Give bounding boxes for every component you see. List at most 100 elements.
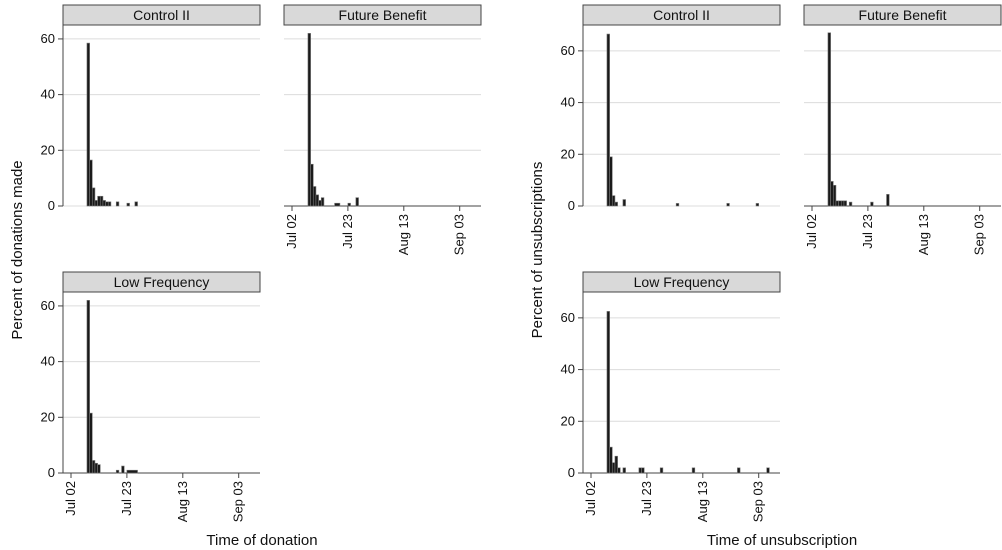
x-tick-label: Aug 13 <box>175 481 190 522</box>
panel-header <box>283 4 482 26</box>
bar <box>107 201 112 207</box>
bar <box>766 467 770 474</box>
bar <box>115 201 120 207</box>
y-tick-label: 20 <box>561 146 575 161</box>
y-tick-label: 0 <box>568 198 575 213</box>
y-tick-label: 60 <box>41 298 55 313</box>
y-tick-label: 40 <box>41 354 55 369</box>
bar <box>606 33 610 207</box>
bar <box>89 412 93 474</box>
bar <box>827 32 831 207</box>
bar <box>638 467 642 474</box>
bar <box>617 467 621 474</box>
bar <box>737 467 741 474</box>
panel-header <box>582 271 781 293</box>
x-tick-label: Jul 23 <box>860 214 875 249</box>
bar <box>675 203 680 207</box>
panel-header <box>582 4 781 26</box>
y-tick-label: 60 <box>561 43 575 58</box>
bar <box>840 200 845 207</box>
x-tick-label: Sep 03 <box>231 481 246 522</box>
bar <box>843 200 847 207</box>
bar <box>614 455 618 474</box>
bar <box>609 156 613 207</box>
bar <box>126 202 130 207</box>
bar <box>105 201 109 207</box>
y-tick-label: 0 <box>48 465 55 480</box>
bar <box>94 200 98 207</box>
bar <box>870 201 874 207</box>
bar <box>315 194 319 207</box>
x-axis-label: Time of unsubscription <box>707 532 857 549</box>
bar <box>609 446 613 474</box>
bar <box>622 199 626 207</box>
x-tick-label: Jul 02 <box>804 214 819 249</box>
bar <box>86 300 90 474</box>
x-tick-label: Jul 23 <box>119 481 134 516</box>
x-tick-label: Jul 02 <box>284 214 299 249</box>
y-axis-label: Percent of donations made <box>9 160 26 339</box>
bar <box>307 33 311 207</box>
x-tick-label: Aug 13 <box>695 481 710 522</box>
panel-header <box>62 4 261 26</box>
bar <box>320 197 325 207</box>
bar <box>832 185 837 207</box>
panel-title: Low Frequency <box>114 274 210 290</box>
bar <box>641 467 645 474</box>
bar <box>89 159 93 207</box>
bar <box>614 201 618 207</box>
y-tick-label: 40 <box>561 362 575 377</box>
bar <box>606 311 610 474</box>
y-tick-label: 40 <box>561 95 575 110</box>
bar <box>126 469 138 474</box>
x-tick-label: Sep 03 <box>452 214 467 255</box>
x-axis-label: Time of donation <box>206 532 317 549</box>
bar <box>622 467 626 474</box>
y-tick-label: 20 <box>561 413 575 428</box>
y-axis-label: Percent of unsubscriptions <box>529 162 546 339</box>
bar <box>310 163 314 207</box>
y-tick-label: 20 <box>41 409 55 424</box>
x-tick-label: Jul 23 <box>639 481 654 516</box>
bar <box>94 462 98 474</box>
bar <box>838 200 842 207</box>
panel-title: Future Benefit <box>339 7 427 23</box>
x-tick-label: Aug 13 <box>916 214 931 255</box>
bar <box>886 194 890 207</box>
bar <box>347 202 351 207</box>
x-tick-label: Sep 03 <box>751 481 766 522</box>
y-tick-label: 20 <box>41 142 55 157</box>
bar <box>726 203 730 207</box>
bar <box>659 467 664 474</box>
bar <box>355 197 359 207</box>
bar <box>334 202 341 207</box>
y-tick-label: 60 <box>561 310 575 325</box>
x-tick-label: Jul 02 <box>63 481 78 516</box>
bar <box>91 187 96 207</box>
y-tick-label: 0 <box>568 465 575 480</box>
panel-title: Low Frequency <box>634 274 730 290</box>
bar <box>102 200 106 207</box>
y-tick-label: 40 <box>41 87 55 102</box>
bar <box>848 201 853 207</box>
bar <box>115 469 120 474</box>
bar <box>691 467 696 474</box>
panel-title: Future Benefit <box>859 7 947 23</box>
bar <box>99 195 104 207</box>
bar <box>134 201 138 207</box>
bar <box>835 200 839 207</box>
y-tick-label: 0 <box>48 198 55 213</box>
x-tick-label: Sep 03 <box>972 214 987 255</box>
y-tick-label: 60 <box>41 31 55 46</box>
bar <box>611 462 616 474</box>
bar <box>318 200 322 207</box>
bar <box>611 195 616 207</box>
x-tick-label: Aug 13 <box>396 214 411 255</box>
bar <box>97 195 101 207</box>
bar <box>121 465 125 474</box>
bar <box>97 464 101 474</box>
bar <box>86 42 90 207</box>
x-tick-label: Jul 23 <box>340 214 355 249</box>
